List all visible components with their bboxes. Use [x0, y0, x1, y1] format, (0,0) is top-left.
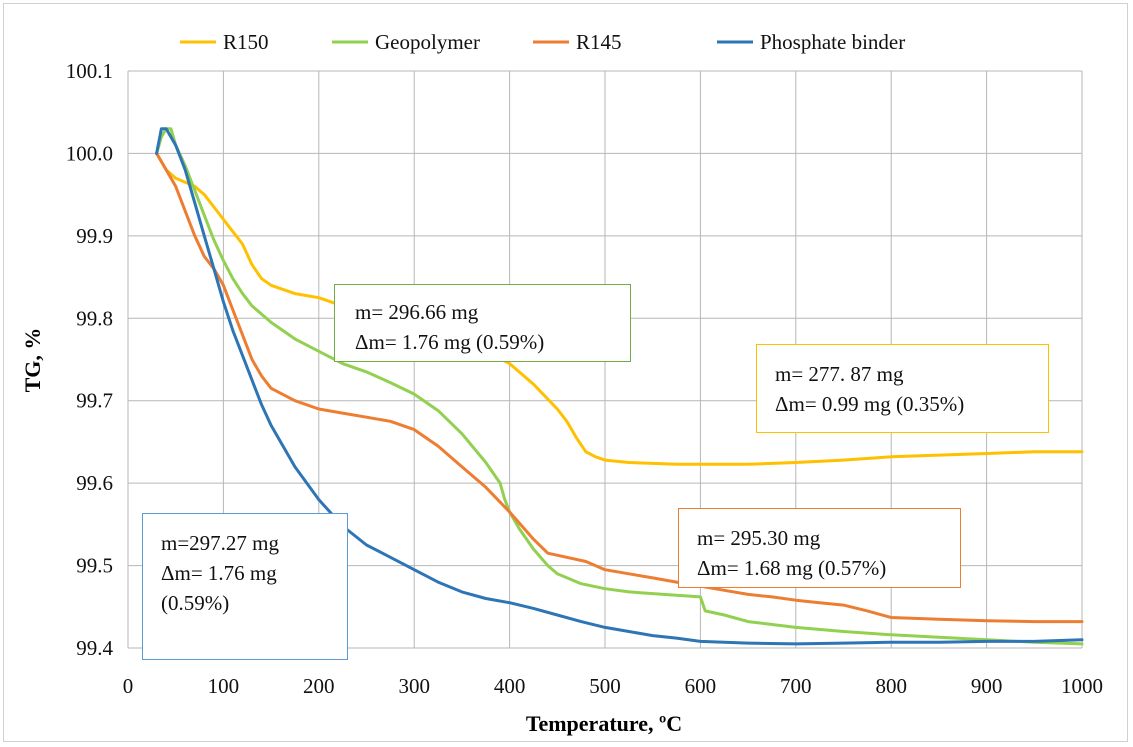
annotation-r145: m= 295.30 mg Δm= 1.68 mg (0.57%)	[678, 508, 961, 588]
series-line-phosphate-binder	[155, 127, 1084, 646]
annotation-r150: m= 277. 87 mg Δm= 0.99 mg (0.35%)	[756, 344, 1049, 433]
legend-label: Phosphate binder	[760, 30, 905, 54]
legend-label: R150	[223, 30, 269, 54]
annotation-line: Δm= 1.76 mg	[161, 561, 277, 585]
x-tick-label: 0	[123, 674, 134, 698]
y-tick-label: 99.7	[76, 389, 113, 413]
tick-labels: 0 100 200 300 400 500 600 700 800 900 1000 99.4 99.5…	[66, 59, 1103, 698]
series-lines	[155, 127, 1084, 646]
x-tick-label: 900	[971, 674, 1003, 698]
x-tick-label: 300	[398, 674, 430, 698]
series-line-geopolymer	[155, 127, 1084, 646]
x-tick-label: 500	[589, 674, 621, 698]
legend-label: Geopolymer	[375, 30, 480, 54]
series-line-r145	[155, 151, 1084, 624]
annotation-line: Δm= 1.68 mg (0.57%)	[697, 556, 887, 580]
y-tick-label: 99.6	[76, 471, 113, 495]
x-axis-label: Temperature, ºC	[526, 711, 682, 736]
x-tick-label: 600	[685, 674, 717, 698]
annotation-line: m= 277. 87 mg	[775, 362, 904, 386]
annotation-line: (0.59%)	[161, 591, 230, 615]
annotation-phosphate: m=297.27 mg Δm= 1.76 mg (0.59%)	[142, 513, 348, 660]
y-tick-label: 99.4	[76, 636, 113, 660]
chart-frame	[3, 3, 1128, 742]
annotation-geopolymer: m= 296.66 mg Δm= 1.76 mg (0.59%)	[334, 284, 631, 362]
x-tick-label: 200	[303, 674, 335, 698]
y-tick-label: 100.1	[66, 59, 113, 83]
annotation-line: m= 296.66 mg	[355, 300, 479, 324]
annotation-line: m= 295.30 mg	[697, 526, 821, 550]
y-tick-label: 99.9	[76, 224, 113, 248]
x-tick-label: 100	[208, 674, 240, 698]
annotation-line: Δm= 0.99 mg (0.35%)	[775, 392, 965, 416]
annotation-line: Δm= 1.76 mg (0.59%)	[355, 330, 545, 354]
legend: R150 Geopolymer R145 Phosphate binder	[180, 30, 905, 54]
y-tick-label: 99.8	[76, 306, 113, 330]
x-tick-label: 700	[780, 674, 812, 698]
y-axis-label: TG, %	[20, 328, 45, 393]
legend-label: R145	[576, 30, 622, 54]
annotation-line: m=297.27 mg	[161, 531, 280, 555]
x-tick-label: 400	[494, 674, 526, 698]
x-tick-label: 800	[875, 674, 907, 698]
y-tick-label: 100.0	[66, 141, 113, 165]
y-tick-label: 99.5	[76, 554, 113, 578]
x-tick-label: 1000	[1061, 674, 1103, 698]
